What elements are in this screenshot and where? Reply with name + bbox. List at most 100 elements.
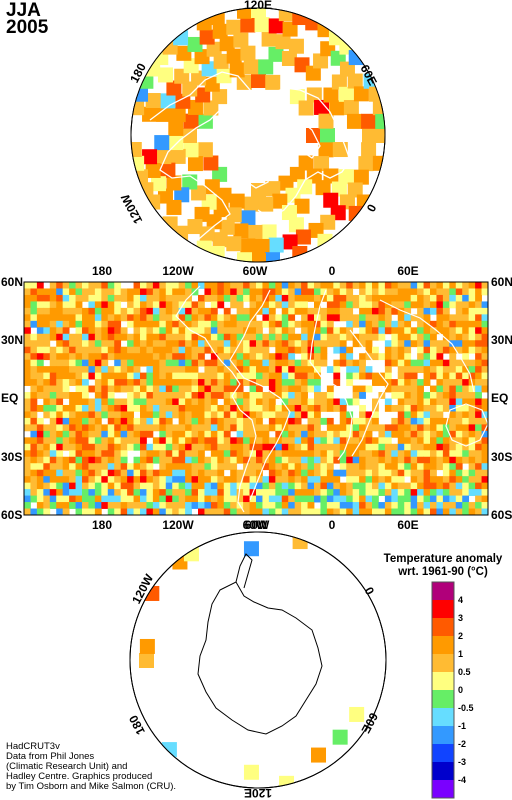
anomaly-cell <box>359 508 366 515</box>
anomaly-cell <box>475 294 482 302</box>
anomaly-cell <box>339 353 347 361</box>
coastline-americas-east <box>229 289 291 501</box>
anomaly-cell <box>30 411 38 419</box>
anomaly-cell <box>268 417 276 425</box>
anomaly-cell <box>127 437 134 445</box>
anomaly-cell <box>288 320 296 328</box>
anomaly-cell <box>251 253 266 262</box>
anomaly-cell <box>346 476 354 484</box>
anomaly-cell <box>165 469 173 477</box>
anomaly-cell <box>120 314 128 322</box>
anomaly-cell <box>69 307 76 315</box>
anomaly-cell <box>256 327 263 335</box>
anomaly-cell <box>82 443 89 451</box>
anomaly-cell <box>333 327 341 335</box>
anomaly-cell <box>475 359 482 367</box>
anomaly-cell <box>294 450 302 458</box>
anomaly-cell <box>243 430 250 438</box>
anomaly-cell <box>346 456 354 464</box>
anomaly-cell <box>417 320 424 328</box>
anomaly-cell <box>436 502 444 509</box>
anomaly-cell <box>326 327 334 335</box>
anomaly-cell <box>49 301 57 309</box>
anomaly-cell <box>127 307 134 315</box>
anomaly-cell <box>281 456 289 464</box>
anomaly-cell <box>120 502 128 509</box>
anomaly-cell <box>301 398 308 406</box>
anomaly-cell <box>430 392 437 399</box>
anomaly-cell <box>423 456 431 464</box>
anomaly-cell <box>133 301 141 309</box>
anomaly-cell <box>217 320 225 328</box>
anomaly-cell <box>346 333 354 341</box>
anomaly-cell <box>314 307 321 315</box>
anomaly-cell <box>82 495 89 503</box>
anomaly-cell <box>133 495 141 503</box>
anomaly-cell <box>120 443 128 451</box>
coastline-africa-europe <box>309 289 353 461</box>
anomaly-cell <box>249 346 257 354</box>
anomaly-cell <box>281 301 289 309</box>
anomaly-cell <box>423 398 431 406</box>
anomaly-cell <box>36 482 44 490</box>
anomaly-cell <box>185 327 192 335</box>
anomaly-cell <box>223 456 231 464</box>
anomaly-cell <box>223 385 231 393</box>
anomaly-cell <box>378 463 386 471</box>
anomaly-cell <box>172 463 180 471</box>
anomaly-cell <box>178 366 186 374</box>
anomaly-cell <box>365 314 373 322</box>
anomaly-cell <box>170 148 186 164</box>
anomaly-cell <box>131 141 142 157</box>
anomaly-cell <box>140 456 147 464</box>
anomaly-cell <box>88 288 96 296</box>
anomaly-cell <box>152 294 160 302</box>
anomaly-cell <box>298 155 314 171</box>
anomaly-cell <box>243 398 250 406</box>
anomaly-cell <box>468 359 476 367</box>
anomaly-cell <box>449 366 457 374</box>
anomaly-cell <box>82 327 89 335</box>
anomaly-cell <box>326 450 334 458</box>
anomaly-cell <box>230 469 238 477</box>
anomaly-cell <box>256 333 263 341</box>
anomaly-cell <box>384 372 392 380</box>
anomaly-cell <box>56 346 64 354</box>
anomaly-cell <box>294 379 302 386</box>
anomaly-cell <box>346 482 354 490</box>
anomaly-cell <box>410 294 418 302</box>
anomaly-cell <box>140 404 147 412</box>
anomaly-cell <box>69 346 76 354</box>
anomaly-cell <box>56 385 64 393</box>
anomaly-cell <box>236 424 244 432</box>
anomaly-cell <box>219 219 235 235</box>
anomaly-cell <box>481 340 488 348</box>
anomaly-cell <box>365 430 373 438</box>
anomaly-cell <box>323 87 339 103</box>
anomaly-cell <box>223 502 231 509</box>
anomaly-cell <box>481 398 488 406</box>
anomaly-cell <box>49 450 57 458</box>
anomaly-cell <box>249 417 257 425</box>
anomaly-cell <box>275 366 283 374</box>
anomaly-cell <box>346 469 354 477</box>
anomaly-cell <box>172 314 180 322</box>
anomaly-cell <box>159 417 167 425</box>
anomaly-cell <box>352 294 360 302</box>
anomaly-cell <box>178 288 186 296</box>
anomaly-cell <box>275 379 283 386</box>
anomaly-cell <box>243 282 250 289</box>
anomaly-cell <box>127 366 134 374</box>
anomaly-cell <box>475 508 482 515</box>
anomaly-cell <box>352 282 360 289</box>
anomaly-cell <box>430 320 437 328</box>
anomaly-cell <box>165 359 173 367</box>
anomaly-cell <box>320 320 328 328</box>
anomaly-cell <box>329 100 345 116</box>
anomaly-cell <box>236 385 244 393</box>
anomaly-cell <box>230 359 238 367</box>
anomaly-cell <box>75 489 83 496</box>
anomaly-cell <box>289 166 305 182</box>
anomaly-cell <box>468 346 476 354</box>
anomaly-cell <box>359 301 366 309</box>
